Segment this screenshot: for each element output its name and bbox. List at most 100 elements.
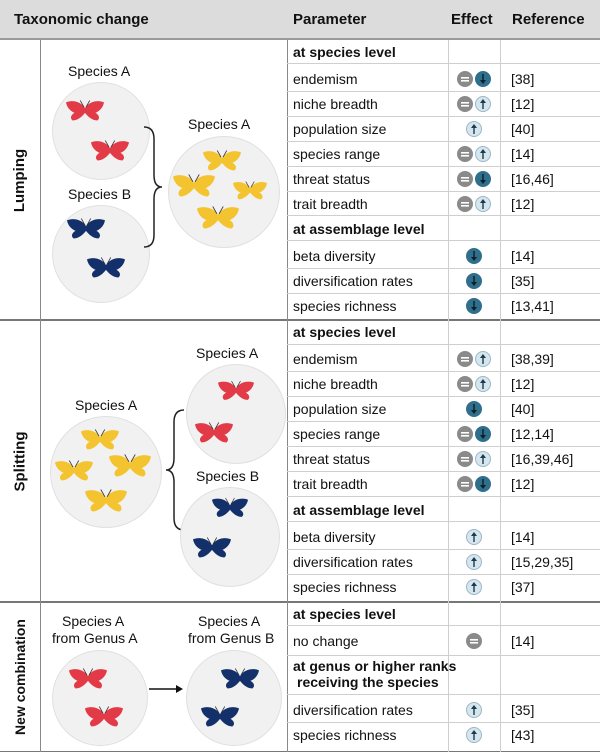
equal-icon <box>457 376 473 392</box>
up-arrow-icon <box>466 702 482 718</box>
butterfly-icon <box>81 429 119 450</box>
row-divider <box>287 521 600 522</box>
table-row: threat status [16,46] <box>287 166 600 191</box>
equal-icon <box>457 476 473 492</box>
reference-cell: [35] <box>511 702 535 718</box>
newcomb-source-circle <box>52 650 148 746</box>
lumping-assemblage-level-heading: at assemblage level <box>293 221 425 237</box>
table-row: species range [14] <box>287 141 600 166</box>
effect-cell <box>466 121 482 137</box>
header-effect: Effect <box>451 11 493 28</box>
parameter-cell: diversification rates <box>293 554 413 570</box>
parameter-cell: species richness <box>293 727 397 743</box>
parameter-cell: trait breadth <box>293 196 368 212</box>
equal-icon <box>466 633 482 649</box>
effect-cell <box>457 96 491 112</box>
effect-cell <box>466 702 482 718</box>
reference-cell: [37] <box>511 579 535 595</box>
reference-cell: [14] <box>511 248 535 264</box>
butterfly-icon <box>221 668 259 689</box>
parameter-cell: threat status <box>293 171 371 187</box>
lumping-species-a-circle <box>52 82 150 180</box>
equal-icon <box>457 71 473 87</box>
effect-cell <box>466 298 482 314</box>
section-divider <box>0 601 600 603</box>
butterfly-icon <box>85 489 127 512</box>
row-divider <box>287 655 600 656</box>
parameter-cell: niche breadth <box>293 376 378 392</box>
row-divider <box>287 549 600 550</box>
row-divider <box>287 116 600 117</box>
butterfly-icon <box>66 100 104 121</box>
effect-cell <box>457 451 491 467</box>
down-arrow-icon <box>475 426 491 442</box>
splitting-species-level-heading: at species level <box>293 324 396 340</box>
parameter-cell: population size <box>293 401 387 417</box>
butterfly-icon <box>87 257 125 278</box>
row-divider <box>287 496 600 497</box>
equal-icon <box>457 426 473 442</box>
down-arrow-icon <box>466 298 482 314</box>
equal-icon <box>457 196 473 212</box>
table-header: Taxonomic change Parameter Effect Refere… <box>0 0 600 40</box>
equal-icon <box>457 171 473 187</box>
effect-cell <box>457 146 491 162</box>
reference-cell: [40] <box>511 121 535 137</box>
row-divider <box>287 215 600 216</box>
effect-cell <box>466 529 482 545</box>
table-row: niche breadth [12] <box>287 91 600 116</box>
effect-cell <box>457 351 491 367</box>
reference-cell: [38,39] <box>511 351 554 367</box>
parameter-cell: no change <box>293 633 359 649</box>
up-arrow-icon <box>466 121 482 137</box>
down-arrow-icon <box>475 171 491 187</box>
butterfly-icon <box>67 218 105 239</box>
reference-cell: [12] <box>511 96 535 112</box>
equal-icon <box>457 96 473 112</box>
reference-cell: [40] <box>511 401 535 417</box>
newcomb-species-level-heading: at species level <box>293 606 396 622</box>
up-arrow-icon <box>475 351 491 367</box>
reference-cell: [14] <box>511 146 535 162</box>
effect-cell <box>457 476 491 492</box>
down-arrow-icon <box>466 401 482 417</box>
row-divider <box>287 371 600 372</box>
table-row: diversification rates [35] <box>287 697 600 722</box>
butterfly-icon <box>55 460 93 481</box>
butterfly-icon <box>203 150 241 171</box>
column-divider <box>40 40 41 752</box>
effect-cell <box>466 579 482 595</box>
parameter-cell: niche breadth <box>293 96 378 112</box>
table-row: endemism [38,39] <box>287 346 600 371</box>
lumping-species-a-label: Species A <box>68 63 131 79</box>
row-divider <box>287 268 600 269</box>
up-arrow-icon <box>466 529 482 545</box>
effect-cell <box>466 248 482 264</box>
reference-cell: [13,41] <box>511 298 554 314</box>
parameter-cell: diversification rates <box>293 702 413 718</box>
effect-cell <box>457 376 491 392</box>
effect-cell <box>457 196 491 212</box>
splitting-species-a-circle <box>186 364 286 464</box>
reference-cell: [12] <box>511 196 535 212</box>
row-divider <box>287 421 600 422</box>
effect-cell <box>466 554 482 570</box>
newcomb-source-line1: Species A <box>62 613 125 629</box>
table-row: species richness [43] <box>287 722 600 747</box>
parameter-cell: species richness <box>293 579 397 595</box>
splitting-brace <box>165 409 185 531</box>
table-row: niche breadth [12] <box>287 371 600 396</box>
butterfly-icon <box>233 181 267 200</box>
table-row: diversification rates [35] <box>287 268 600 293</box>
effect-cell <box>457 71 491 87</box>
parameter-cell: species range <box>293 426 381 442</box>
table-row: threat status [16,39,46] <box>287 446 600 471</box>
reference-cell: [12] <box>511 476 535 492</box>
butterfly-icon <box>193 537 231 558</box>
butterfly-icon <box>201 706 239 727</box>
table-row: species range [12,14] <box>287 421 600 446</box>
down-arrow-icon <box>475 71 491 87</box>
splitting-species-b-result-label: Species B <box>196 468 260 484</box>
row-divider <box>287 293 600 294</box>
table-row: species richness [37] <box>287 574 600 599</box>
